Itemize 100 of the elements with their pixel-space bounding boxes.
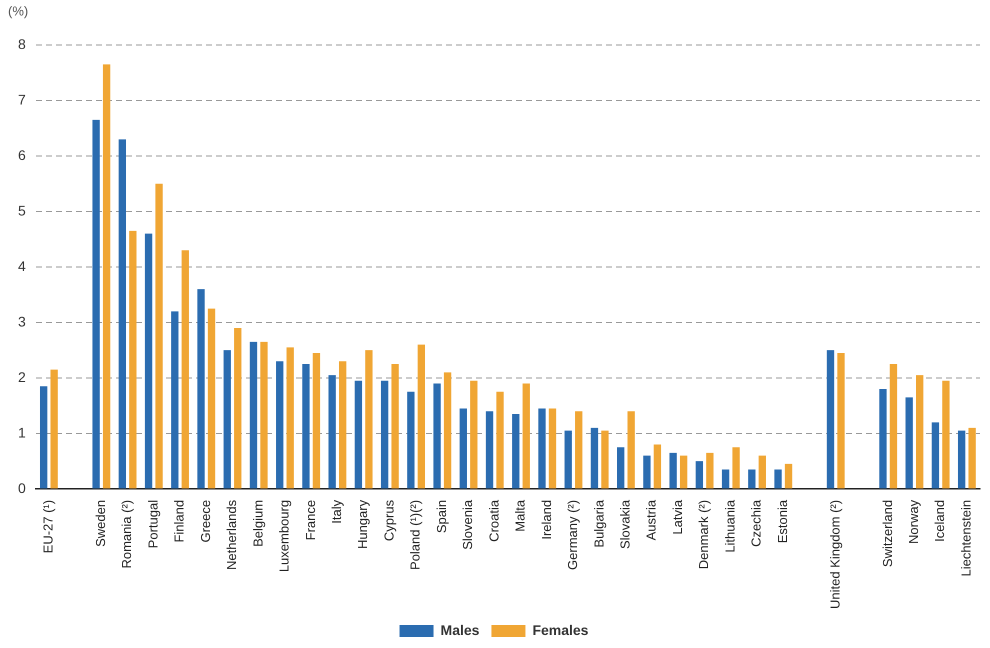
bar: [92, 120, 100, 488]
bar: [224, 350, 231, 488]
bar: [197, 289, 205, 488]
bar: [391, 364, 399, 488]
bar: [748, 469, 756, 488]
y-tick-label: 5: [18, 202, 26, 218]
bar: [470, 380, 478, 488]
bar: [407, 392, 415, 488]
bar: [680, 456, 688, 488]
bar: [433, 383, 441, 488]
x-tick-label: Iceland: [932, 500, 948, 542]
x-tick-label: Spain: [434, 500, 449, 534]
x-tick-label: EU-27 (¹): [40, 500, 56, 554]
bar: [826, 350, 834, 488]
bar: [118, 139, 126, 488]
bar: [784, 464, 792, 488]
x-tick-label: Belgium: [250, 500, 266, 547]
bar: [102, 64, 110, 488]
bar: [706, 452, 714, 488]
bar: [722, 469, 730, 488]
bar: [328, 375, 336, 488]
bar: [276, 361, 284, 488]
x-tick-label: Slovenia: [460, 499, 476, 550]
bar: [958, 430, 966, 488]
x-tick-label: Lithuania: [722, 499, 738, 553]
x-tick-label: Netherlands: [224, 499, 240, 570]
bar: [942, 380, 950, 488]
x-tick-label: Poland (¹)(²): [408, 500, 423, 570]
bar: [890, 364, 898, 488]
bar: [155, 184, 163, 488]
bar: [643, 456, 651, 488]
bar: [512, 414, 520, 488]
bar: [601, 430, 609, 488]
bar: [758, 456, 766, 488]
bar: [968, 428, 976, 488]
bar: [302, 364, 310, 488]
y-tick-label: 3: [18, 313, 26, 330]
x-tick-label: Italy: [328, 499, 344, 524]
x-tick-label: France: [302, 500, 318, 540]
bar: [40, 386, 48, 488]
bar: [182, 250, 189, 488]
x-tick-label: Norway: [906, 499, 922, 544]
x-tick-label: Finland: [172, 500, 187, 543]
legend-label: Males: [440, 622, 480, 638]
x-tick-label: United Kingdom (²): [827, 500, 842, 610]
legend-label: Females: [532, 622, 589, 638]
bar: [548, 408, 556, 488]
bar: [444, 372, 452, 488]
x-tick-label: Portugal: [145, 500, 160, 548]
x-tick-label: Hungary: [355, 499, 370, 550]
bar: [171, 311, 178, 488]
y-tick-label: 7: [18, 91, 26, 108]
bar: [208, 308, 216, 488]
bar: [654, 444, 662, 488]
x-tick-label: Croatia: [486, 499, 502, 542]
x-tick-label: Estonia: [774, 499, 790, 544]
y-tick-label: 8: [18, 36, 26, 52]
bar: [418, 344, 426, 488]
bar: [338, 361, 346, 488]
y-tick-label: 2: [18, 368, 26, 385]
bar: [234, 328, 242, 488]
bar: [129, 230, 137, 488]
bar: [906, 397, 913, 488]
x-tick-label: Ireland: [538, 500, 554, 540]
bar: [617, 447, 624, 488]
bar: [522, 383, 530, 488]
bar: [486, 411, 494, 488]
x-tick-label: Luxembourg: [276, 500, 292, 572]
y-tick-label: 0: [18, 480, 26, 496]
bar: [916, 375, 924, 488]
bar: [538, 408, 546, 488]
x-tick-label: Czechia: [748, 499, 764, 547]
bar: [590, 428, 598, 488]
bar: [144, 234, 152, 488]
y-axis-title: (%): [8, 4, 28, 19]
x-tick-label: Malta: [512, 499, 528, 532]
x-tick-label: Cyprus: [381, 499, 396, 542]
bar: [669, 452, 677, 488]
x-tick-label: Switzerland: [880, 500, 895, 568]
x-tick-label: Germany (²): [565, 500, 580, 570]
bar: [250, 342, 258, 488]
bar: [696, 461, 704, 488]
bar: [365, 350, 373, 488]
y-tick-label: 4: [18, 258, 26, 274]
bar: [627, 411, 635, 488]
x-tick-label: Bulgaria: [591, 499, 606, 548]
bar: [312, 352, 320, 488]
bar: [380, 380, 388, 488]
x-tick-label: Slovakia: [618, 499, 632, 550]
y-tick-label: 6: [18, 146, 26, 163]
x-tick-label: Greece: [198, 500, 213, 543]
bar: [932, 422, 940, 488]
x-tick-label: Liechtenstein: [958, 500, 974, 577]
y-tick-label: 1: [18, 424, 26, 440]
x-tick-label: Latvia: [670, 499, 685, 535]
bar: [50, 370, 58, 488]
bar: [286, 347, 294, 488]
x-tick-label: Sweden: [92, 500, 108, 547]
bar: [575, 411, 582, 488]
bar: [732, 447, 740, 488]
